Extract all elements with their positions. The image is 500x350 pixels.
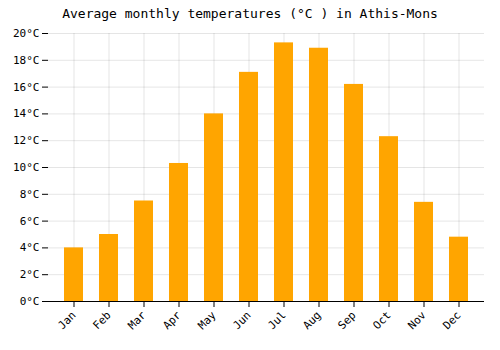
svg-text:Nov: Nov (405, 308, 429, 332)
svg-text:May: May (195, 308, 219, 332)
svg-text:Jul: Jul (265, 309, 288, 332)
svg-text:4°C: 4°C (20, 241, 40, 254)
svg-text:0°C: 0°C (20, 295, 40, 308)
svg-text:Apr: Apr (160, 308, 184, 332)
svg-text:14°C: 14°C (13, 107, 40, 120)
svg-text:10°C: 10°C (13, 161, 40, 174)
svg-text:Oct: Oct (370, 309, 393, 332)
svg-text:6°C: 6°C (20, 215, 40, 228)
svg-text:Jun: Jun (230, 309, 253, 332)
svg-text:Aug: Aug (300, 309, 323, 332)
svg-text:8°C: 8°C (20, 188, 40, 201)
svg-text:12°C: 12°C (13, 134, 40, 147)
svg-text:Dec: Dec (440, 309, 463, 332)
svg-text:2°C: 2°C (20, 268, 40, 281)
svg-text:Mar: Mar (125, 308, 149, 332)
svg-text:Feb: Feb (90, 309, 113, 332)
svg-text:16°C: 16°C (13, 81, 40, 94)
svg-text:Jan: Jan (55, 309, 78, 332)
svg-text:20°C: 20°C (13, 27, 40, 40)
svg-text:Sep: Sep (335, 309, 358, 332)
html-text:Average monthly temperatures (: Average monthly temperatures (°C ) in At… (62, 6, 438, 21)
svg-text:18°C: 18°C (13, 54, 40, 67)
